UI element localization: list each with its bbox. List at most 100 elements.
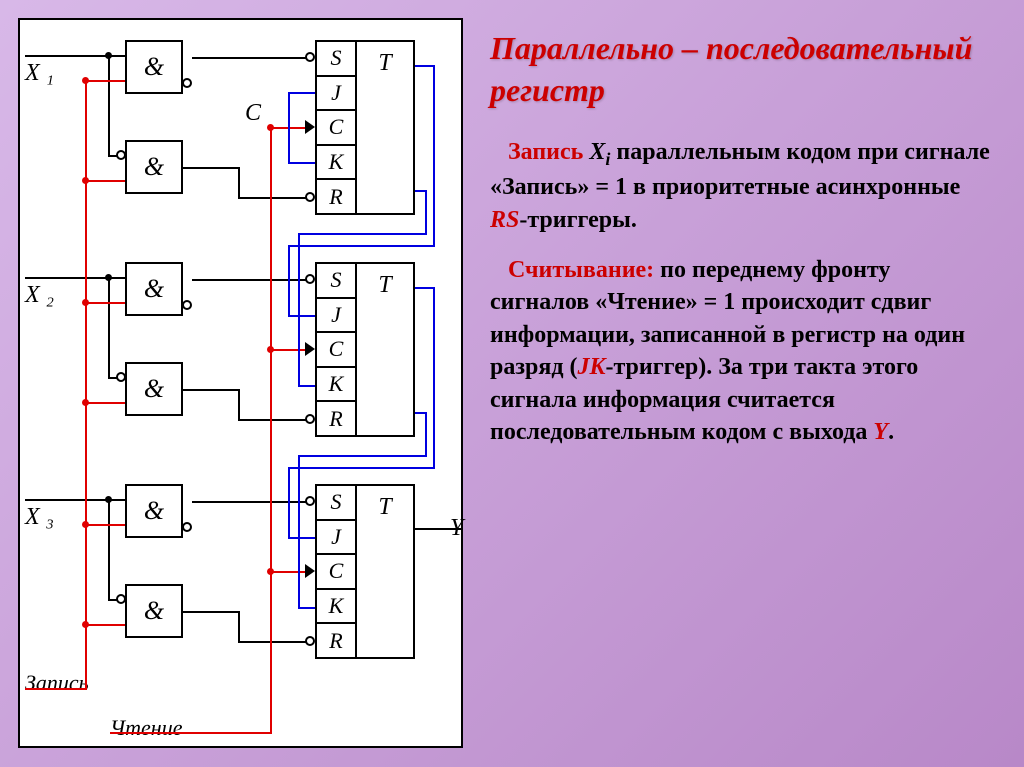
wire-data <box>288 92 315 94</box>
input-x1-label: X ₁ <box>25 60 54 87</box>
paragraph-write: Запись Xi параллельным кодом при сигнале… <box>490 136 990 236</box>
and-gate-3b: & <box>125 584 183 638</box>
wire-data <box>415 65 433 67</box>
and-gate-1a: & <box>125 40 183 94</box>
wire-data <box>298 455 427 457</box>
wire-data <box>298 385 315 387</box>
ff-pin-k: K <box>317 590 355 625</box>
edge-trigger-icon <box>305 342 315 356</box>
ff-pin-c: C <box>317 111 355 146</box>
ff-pin-j: J <box>317 299 355 334</box>
var-xi: X <box>589 139 605 165</box>
junction <box>82 299 89 306</box>
flipflop-3: S J C K R T <box>315 484 415 659</box>
wire-output <box>415 528 463 530</box>
wire-write <box>85 624 125 626</box>
wire-data <box>433 65 435 245</box>
ff-pin-s: S <box>317 486 355 521</box>
inv-bubble <box>182 78 192 88</box>
wire-write <box>85 402 125 404</box>
wire-data <box>425 412 427 455</box>
wire-read <box>110 732 270 734</box>
text-content: Параллельно – последовательный регистр З… <box>475 18 1005 476</box>
wire <box>183 611 238 613</box>
wire-data <box>288 92 290 164</box>
flipflop-1: S J C K R T <box>315 40 415 215</box>
wire-data <box>288 162 315 164</box>
inv-bubble <box>305 636 315 646</box>
wire <box>108 499 110 599</box>
input-x3-label: X ₃ <box>25 504 54 531</box>
wire-data <box>288 537 315 539</box>
ff-pin-j: J <box>317 521 355 556</box>
text: . <box>888 419 894 445</box>
junction <box>82 521 89 528</box>
wire-data <box>298 607 315 609</box>
and-gate-1b: & <box>125 140 183 194</box>
wire <box>108 377 118 379</box>
wire <box>183 389 238 391</box>
wire <box>108 55 110 155</box>
lead-read: Считывание: <box>508 257 654 283</box>
input-x2-label: X ₂ <box>25 282 54 309</box>
wire-write <box>85 180 125 182</box>
page-title: Параллельно – последовательный регистр <box>490 28 990 111</box>
ff-type-label: T <box>357 264 413 435</box>
wire-data <box>288 467 435 469</box>
junction <box>267 346 274 353</box>
wire-data <box>288 315 315 317</box>
and-gate-2a: & <box>125 262 183 316</box>
wire-write <box>25 688 85 690</box>
junction <box>105 496 112 503</box>
wire-write <box>85 302 125 304</box>
wire <box>238 167 240 197</box>
wire-data <box>415 190 425 192</box>
lead-write: Запись <box>508 139 589 165</box>
junction <box>82 77 89 84</box>
edge-trigger-icon <box>305 120 315 134</box>
ff-pin-s: S <box>317 264 355 299</box>
ff-pin-c: C <box>317 333 355 368</box>
y-label: Y <box>873 419 888 445</box>
wire-read <box>270 127 272 734</box>
inv-bubble <box>305 192 315 202</box>
junction <box>82 177 89 184</box>
ff-type-label: T <box>357 42 413 213</box>
jk-label: JK <box>577 354 605 380</box>
wire-write <box>85 524 125 526</box>
junction <box>105 274 112 281</box>
junction <box>82 399 89 406</box>
junction <box>267 568 274 575</box>
wire <box>183 167 238 169</box>
wire <box>238 641 306 643</box>
text: -триггеры. <box>519 207 636 233</box>
wire-data <box>288 245 290 315</box>
ff-pin-r: R <box>317 624 355 657</box>
write-label: Запись <box>25 670 89 696</box>
wire <box>238 197 306 199</box>
circuit-diagram: X ₁ X ₂ X ₃ C Y Запись Чтение & & & & & … <box>18 18 463 748</box>
junction <box>267 124 274 131</box>
read-label: Чтение <box>110 715 183 741</box>
wire <box>238 611 240 641</box>
wire <box>192 57 307 59</box>
inv-bubble <box>182 300 192 310</box>
and-gate-3a: & <box>125 484 183 538</box>
wire <box>238 419 306 421</box>
ff-pin-r: R <box>317 402 355 435</box>
ff-pin-j: J <box>317 77 355 112</box>
wire-data <box>288 245 435 247</box>
wire-data <box>425 190 427 233</box>
ff-pin-s: S <box>317 42 355 77</box>
paragraph-read: Считывание: по переднему фронту сигналов… <box>490 254 990 448</box>
wire-write <box>85 80 125 82</box>
junction <box>82 621 89 628</box>
wire-data <box>298 455 300 607</box>
ff-pin-c: C <box>317 555 355 590</box>
flipflop-2: S J C K R T <box>315 262 415 437</box>
ff-pin-r: R <box>317 180 355 213</box>
ff-type-label: T <box>357 486 413 657</box>
ff-pin-k: K <box>317 368 355 403</box>
wire-write <box>85 80 87 690</box>
and-gate-2b: & <box>125 362 183 416</box>
